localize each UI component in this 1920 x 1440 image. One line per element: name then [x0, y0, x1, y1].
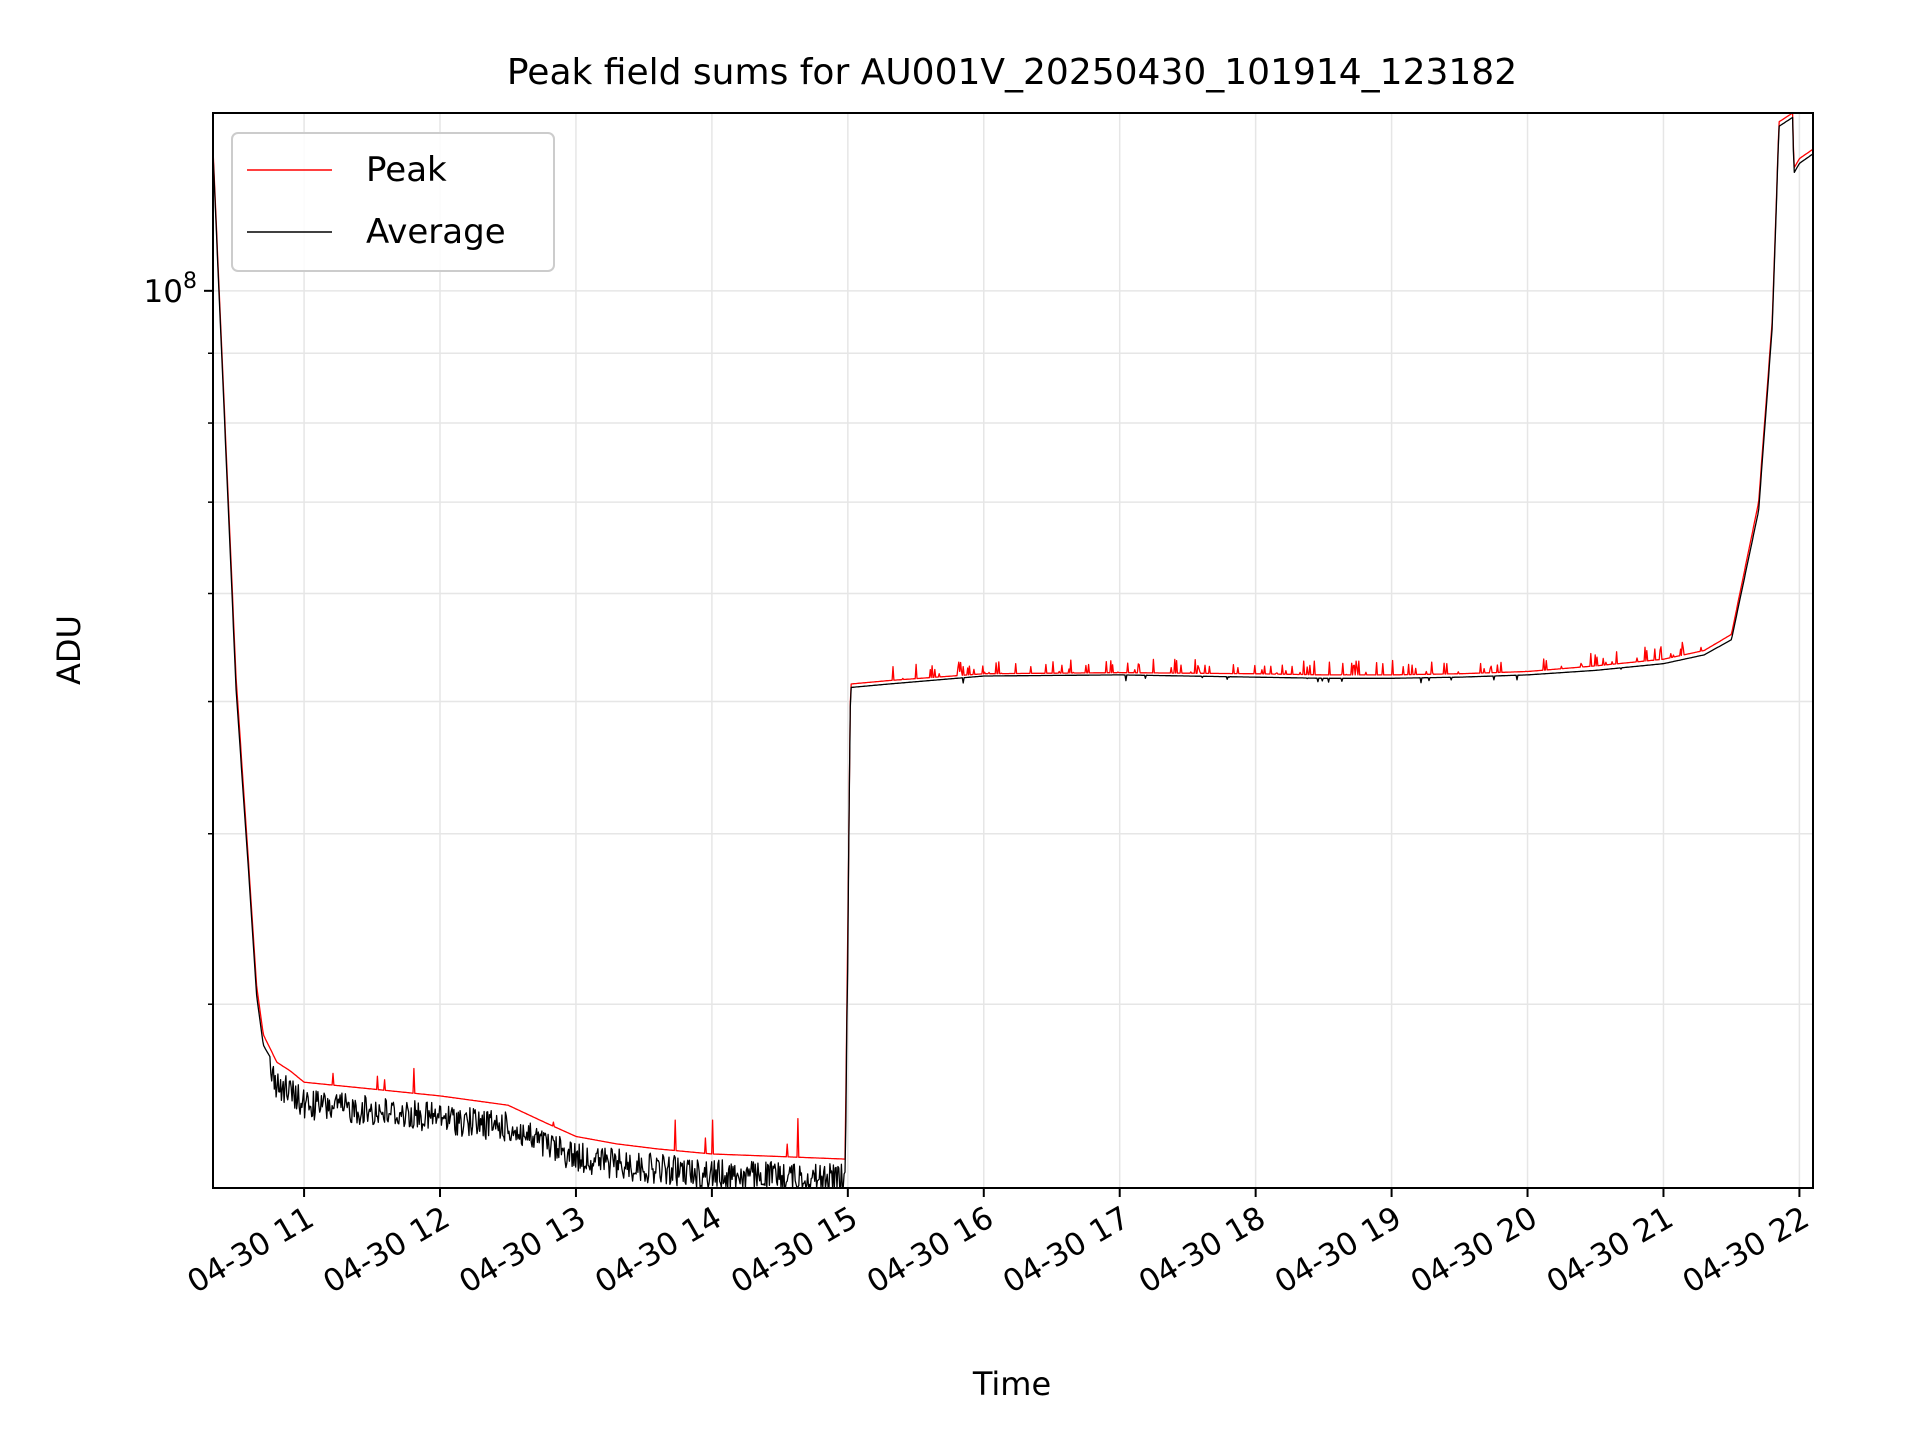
y-axis-ticks: 108: [144, 269, 213, 1005]
series-line-peak: [212, 112, 1814, 1160]
plot-frame: [212, 112, 1814, 1189]
legend-box: [231, 132, 555, 272]
y-axis-label: ADU: [50, 615, 88, 685]
chart-title: Peak field sums for AU001V_20250430_1019…: [507, 52, 1517, 93]
x-axis-label: Time: [972, 1365, 1051, 1403]
y-tick-label: 108: [144, 269, 197, 310]
legend-label-peak: Peak: [366, 150, 447, 190]
legend: Peak Average: [231, 132, 555, 272]
series-line-average: [212, 116, 1814, 1189]
grid: [213, 113, 1813, 1188]
series-lines: [212, 112, 1814, 1189]
legend-label-average: Average: [366, 212, 506, 252]
